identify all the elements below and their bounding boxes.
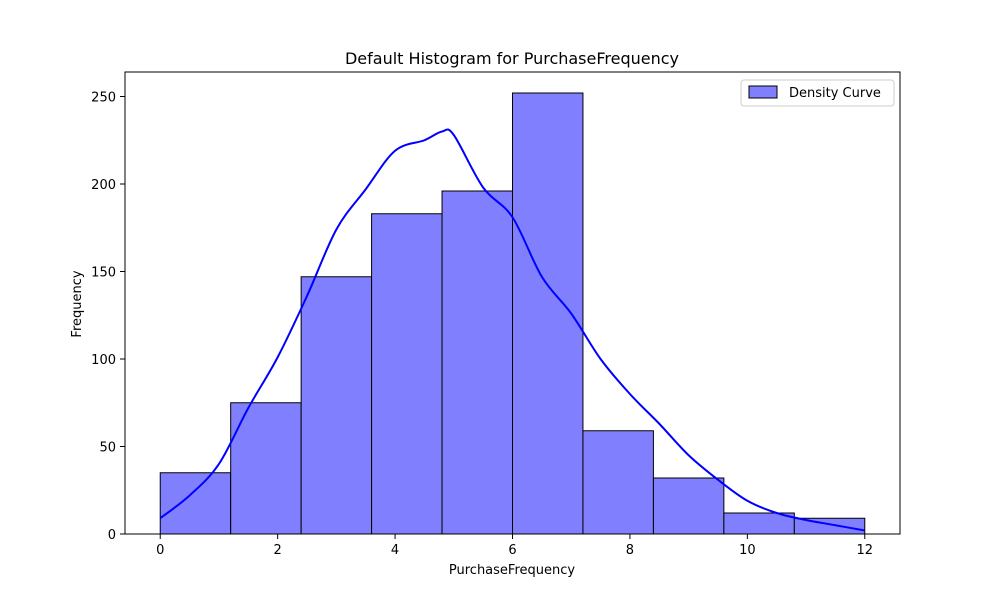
chart-title: Default Histogram for PurchaseFrequency [345,49,679,68]
histogram-bars [159,92,866,535]
y-axis-ticks: 0 50 100 150 200 250 [91,91,125,543]
y-tick-label: 250 [91,91,116,106]
x-tick-label: 6 [508,543,516,558]
histogram-bar [441,190,513,535]
y-tick-label: 150 [91,266,116,281]
histogram-bar [652,477,725,535]
histogram-bar [582,430,654,535]
x-tick-label: 12 [856,543,873,558]
y-tick-label: 50 [99,441,116,456]
x-tick-label: 2 [274,543,282,558]
histogram-bar [371,213,443,535]
x-axis-ticks: 0 2 4 6 8 10 12 [156,534,873,558]
y-tick-label: 100 [91,353,116,368]
legend: Density Curve [740,79,895,107]
legend-swatch [748,85,778,99]
x-tick-label: 10 [739,543,756,558]
y-tick-label: 200 [91,178,116,193]
x-tick-label: 4 [391,543,399,558]
histogram-bar [159,472,232,535]
histogram-bar [300,276,373,535]
y-tick-label: 0 [108,528,116,543]
density-curve-line [159,128,865,532]
histogram-bar [230,402,302,535]
x-axis-label: PurchaseFrequency [449,563,575,578]
histogram-bar [723,512,795,535]
x-tick-label: 8 [626,543,634,558]
legend-box [740,79,895,107]
x-tick-label: 0 [156,543,164,558]
legend-label: Density Curve [789,86,881,101]
y-axis-label: Frequency [70,270,85,337]
